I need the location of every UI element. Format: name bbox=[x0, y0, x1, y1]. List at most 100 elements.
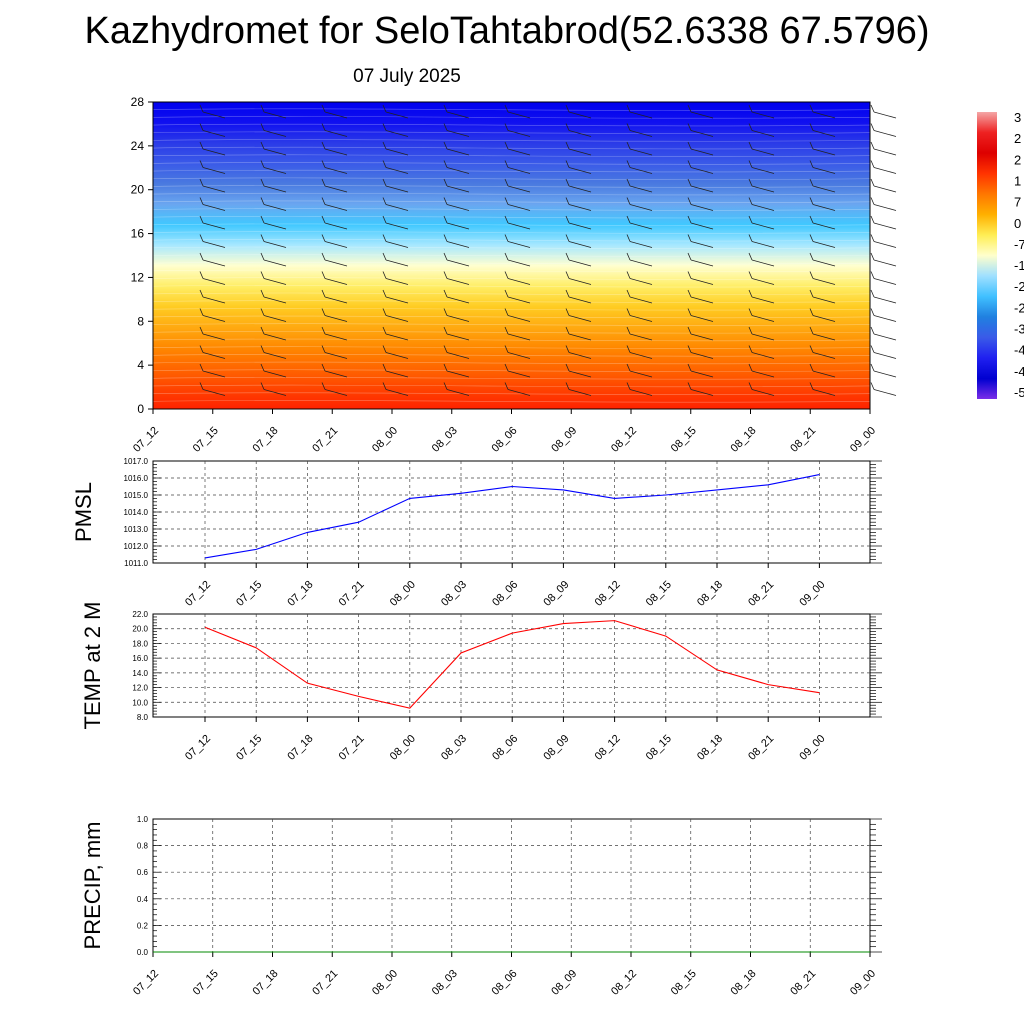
wind-barb bbox=[809, 141, 836, 156]
wind-barb bbox=[321, 289, 348, 304]
y-tick-label: 16.0 bbox=[132, 654, 148, 663]
wind-barb bbox=[321, 178, 348, 193]
wind-barb bbox=[748, 160, 775, 174]
wind-barb bbox=[687, 215, 714, 230]
wind-barb bbox=[321, 160, 348, 174]
contour-line bbox=[152, 338, 871, 342]
wind-barb bbox=[504, 289, 531, 304]
wind-barb bbox=[626, 271, 653, 285]
y-tick-label: 0.8 bbox=[137, 842, 149, 851]
y-tick-label: 0 bbox=[137, 402, 144, 416]
page-title: Kazhydromet for SeloTahtabrod(52.6338 67… bbox=[84, 10, 930, 52]
y-tick-label: 8.0 bbox=[137, 713, 149, 722]
y-tick-label: 22.0 bbox=[132, 610, 148, 619]
wind-barb bbox=[260, 252, 287, 267]
contour-line bbox=[152, 231, 871, 234]
contour-line bbox=[152, 208, 871, 211]
wind-barb bbox=[443, 308, 470, 322]
wind-barb bbox=[809, 160, 836, 174]
wind-barb bbox=[382, 345, 409, 359]
wind-barb bbox=[565, 197, 592, 211]
contour-line bbox=[152, 162, 871, 165]
colorbar-label: -4 bbox=[1014, 364, 1024, 379]
x-tick-label: 08_09 bbox=[541, 579, 571, 609]
wind-barb bbox=[626, 215, 653, 230]
wind-barb bbox=[809, 326, 836, 341]
wind-barb bbox=[504, 104, 531, 119]
contour-line bbox=[152, 300, 871, 303]
wind-barb bbox=[687, 104, 714, 119]
colorbar-label: -7 bbox=[1014, 237, 1024, 252]
wind-barb bbox=[199, 234, 226, 248]
wind-barb bbox=[382, 252, 409, 267]
wind-barb bbox=[809, 123, 836, 137]
contour-line bbox=[152, 392, 871, 395]
x-tick-label: 08_18 bbox=[695, 733, 725, 763]
wind-barb bbox=[565, 308, 592, 322]
x-tick-label: 07_18 bbox=[251, 968, 281, 998]
wind-barb bbox=[199, 289, 226, 304]
contour-line bbox=[152, 384, 871, 388]
y-tick-label: 8 bbox=[137, 314, 144, 328]
wind-barb bbox=[260, 308, 287, 322]
contour-line bbox=[152, 285, 871, 288]
wind-barb bbox=[260, 104, 287, 119]
wind-barb bbox=[809, 289, 836, 304]
wind-barb bbox=[199, 252, 226, 267]
wind-barb bbox=[626, 141, 653, 156]
wind-barb bbox=[687, 326, 714, 341]
wind-barb bbox=[443, 252, 470, 267]
wind-barb bbox=[687, 382, 714, 396]
y-tick-label: 1.0 bbox=[137, 815, 149, 824]
wind-barb bbox=[687, 197, 714, 211]
contour-line bbox=[152, 262, 871, 265]
x-tick-label: 07_18 bbox=[251, 425, 281, 455]
colorbar-ramp bbox=[977, 112, 997, 399]
wind-barb bbox=[260, 197, 287, 211]
wind-barb bbox=[260, 123, 287, 137]
y-tick-label: 1013.0 bbox=[124, 525, 149, 534]
y-axis-label: PMSL bbox=[71, 482, 96, 542]
wind-barb bbox=[565, 326, 592, 341]
wind-barb bbox=[687, 252, 714, 267]
wind-barb bbox=[626, 123, 653, 137]
temp-panel: 8.0 10.0 12.0 14.0 16.0 18.0 20.0 22.0 07_12 07_1… bbox=[80, 602, 882, 763]
x-tick-label: 07_15 bbox=[234, 733, 264, 763]
x-tick-label: 08_12 bbox=[593, 733, 623, 763]
wind-barb bbox=[382, 234, 409, 248]
wind-barb bbox=[870, 326, 897, 341]
x-tick-label: 08_06 bbox=[490, 968, 520, 998]
x-tick-label: 09_00 bbox=[797, 579, 827, 609]
colorbar-label: -2 bbox=[1014, 300, 1024, 315]
contour-line bbox=[152, 192, 871, 196]
wind-barb bbox=[809, 345, 836, 359]
wind-barb bbox=[382, 104, 409, 119]
wind-barb bbox=[504, 160, 531, 174]
wind-barb bbox=[748, 104, 775, 119]
colorbar-label: 1 bbox=[1014, 173, 1021, 188]
wind-barb bbox=[382, 289, 409, 304]
wind-barb bbox=[748, 382, 775, 396]
x-tick-label: 07_12 bbox=[183, 733, 213, 763]
contour-line bbox=[152, 139, 871, 142]
wind-barb bbox=[382, 271, 409, 285]
wind-barb bbox=[870, 141, 897, 156]
wind-barb bbox=[443, 141, 470, 156]
wind-barb bbox=[687, 271, 714, 285]
y-tick-label: 10.0 bbox=[132, 698, 148, 707]
wind-barb bbox=[199, 123, 226, 137]
wind-barb bbox=[443, 289, 470, 304]
contour-line bbox=[152, 315, 871, 319]
wind-barb bbox=[870, 363, 897, 378]
wind-barb bbox=[870, 104, 897, 119]
contour-line bbox=[152, 361, 871, 365]
wind-barb bbox=[321, 234, 348, 248]
wind-barb bbox=[626, 252, 653, 267]
wind-barb bbox=[870, 308, 897, 322]
wind-barb bbox=[321, 197, 348, 211]
wind-barb bbox=[870, 289, 897, 304]
wind-barb bbox=[809, 363, 836, 378]
wind-barb bbox=[199, 104, 226, 119]
wind-barb bbox=[443, 382, 470, 396]
wind-barb bbox=[870, 345, 897, 359]
